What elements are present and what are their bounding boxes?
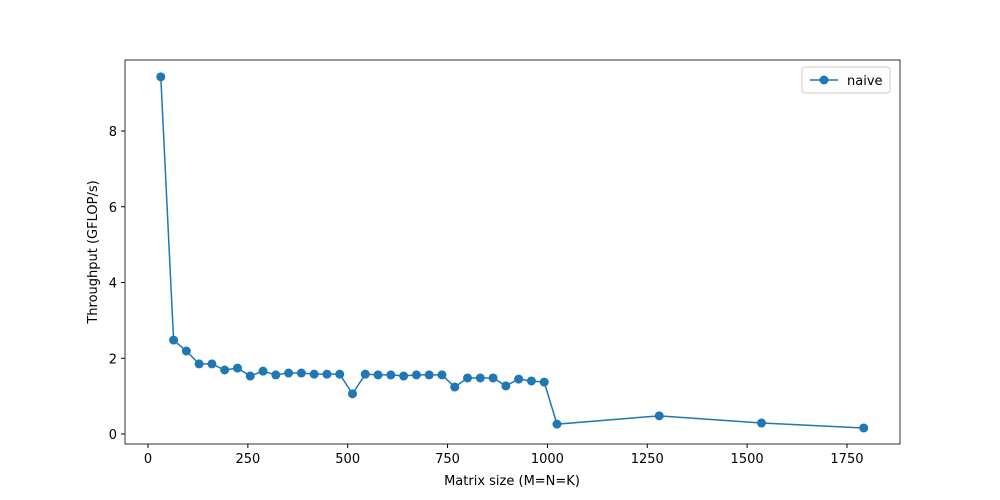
marker	[360, 369, 370, 379]
marker	[245, 371, 255, 381]
y-tick-label: 0	[109, 428, 117, 443]
marker	[322, 369, 332, 379]
legend-label: naive	[847, 74, 883, 89]
y-tick-label: 8	[109, 125, 117, 140]
x-axis-label: Matrix size (M=N=K)	[444, 474, 580, 489]
marker	[450, 382, 460, 392]
x-tick-label: 750	[435, 452, 460, 467]
marker	[475, 373, 485, 383]
marker	[335, 369, 345, 379]
marker	[220, 365, 230, 375]
marker	[271, 370, 281, 380]
marker	[488, 373, 498, 383]
marker	[654, 411, 664, 421]
marker	[207, 359, 217, 369]
x-tick-label: 1250	[631, 452, 664, 467]
y-axis-label: Throughput (GFLOP/s)	[86, 180, 101, 324]
marker	[258, 366, 268, 376]
marker	[756, 418, 766, 428]
legend-box	[801, 66, 891, 94]
marker	[552, 419, 562, 429]
marker	[526, 376, 536, 386]
marker	[347, 389, 357, 399]
x-tick-label: 500	[335, 452, 360, 467]
marker	[424, 370, 434, 380]
marker	[373, 370, 383, 380]
y-tick-label: 2	[109, 352, 117, 367]
plot-frame	[124, 59, 901, 445]
marker	[514, 374, 524, 384]
marker	[437, 370, 447, 380]
x-tick-label: 1000	[531, 452, 564, 467]
marker	[194, 359, 204, 369]
marker	[411, 370, 421, 380]
x-tick-label: 0	[144, 452, 152, 467]
marker	[463, 373, 473, 383]
marker	[859, 423, 869, 433]
x-tick-label: 1750	[830, 452, 863, 467]
marker	[169, 335, 179, 345]
y-tick-label: 6	[109, 201, 117, 216]
marker	[296, 368, 306, 378]
marker	[232, 363, 242, 373]
y-tick-label: 4	[109, 277, 117, 292]
x-tick-label: 250	[235, 452, 260, 467]
marker	[284, 368, 294, 378]
marker	[539, 377, 549, 387]
marker	[309, 369, 319, 379]
x-tick-label: 1500	[731, 452, 764, 467]
marker	[386, 370, 396, 380]
marker	[156, 72, 166, 82]
marker	[399, 371, 409, 381]
marker	[501, 381, 511, 391]
line	[160, 76, 864, 429]
marker	[181, 346, 191, 356]
legend-marker	[819, 75, 829, 85]
